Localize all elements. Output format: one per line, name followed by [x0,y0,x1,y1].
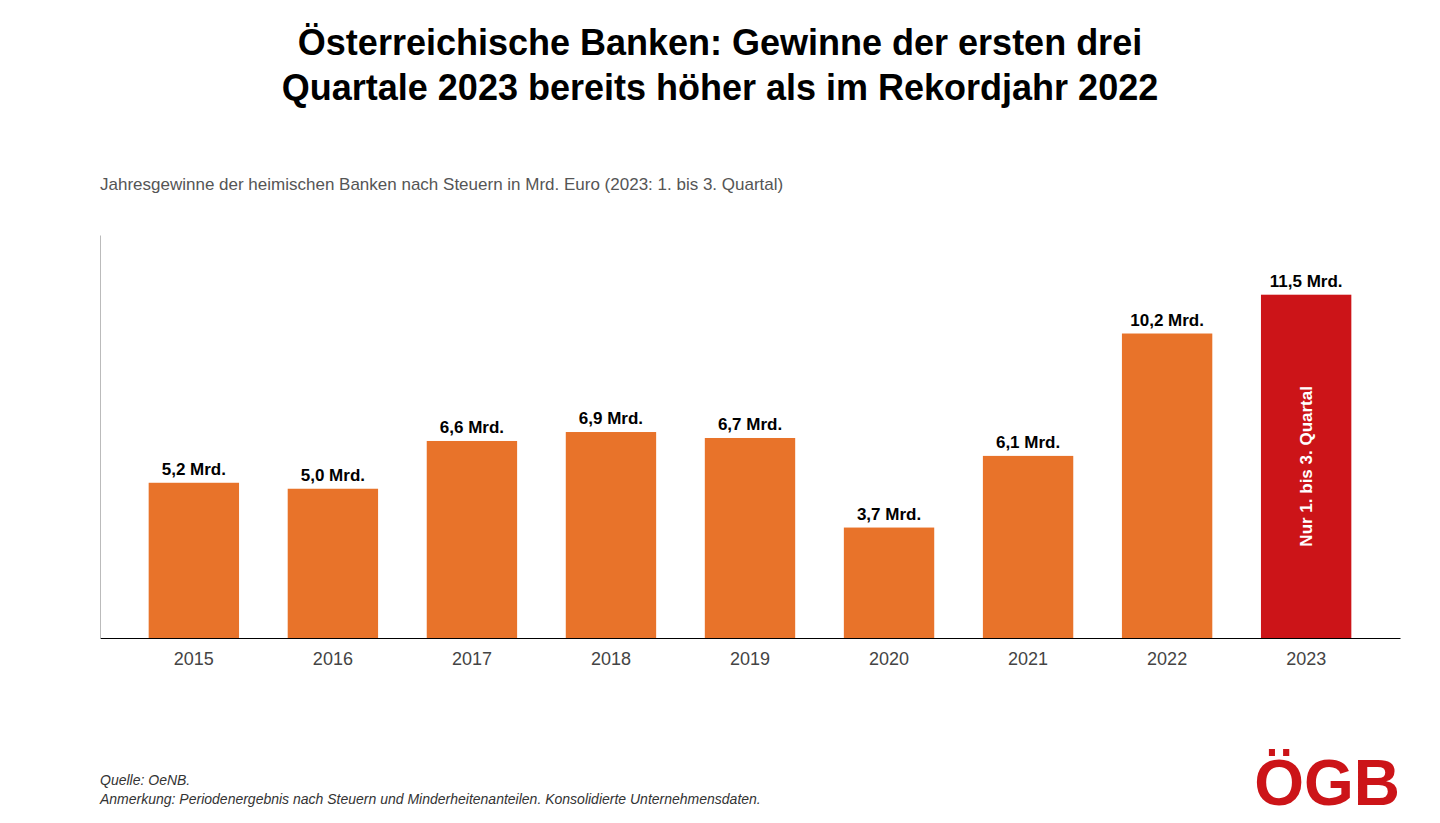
data-label: 5,2 Mrd. [162,460,226,479]
x-tick: 2022 [1147,638,1187,669]
subtitle: Jahresgewinne der heimischen Banken nach… [100,175,783,194]
source-line: Quelle: OeNB. [100,772,190,788]
x-tick: 2020 [869,638,909,669]
chart: Österreichische Banken: Gewinne der erst… [0,0,1440,823]
x-tick: 2018 [591,638,631,669]
x-tick: 2019 [730,638,770,669]
x-tick: 2016 [313,638,353,669]
y-axis-line [100,236,101,639]
plot: 2015 2016 2017 2018 2019 2020 2021 2022 2023 5,2 … [101,236,1401,669]
logo: ÖGB [1254,747,1400,819]
data-label: 6,9 Mrd. [579,409,643,428]
x-axis-line [101,638,1401,639]
source: Quelle: OeNB. Anmerkung: Periodenergebnis… [99,772,761,807]
x-tick-label: 2023 [1286,649,1326,669]
x-tick-label: 2018 [591,649,631,669]
bar [427,441,517,638]
bar [844,528,934,638]
title: Österreichische Banken: Gewinne der erst… [282,22,1158,108]
data-label: 6,1 Mrd. [996,433,1060,452]
x-tick-label: 2020 [869,649,909,669]
x-tick: 2023 [1286,638,1326,669]
bar [288,489,378,638]
source-line: Anmerkung: Periodenergebnis nach Steuern… [99,791,761,807]
x-tick-label: 2021 [1008,649,1048,669]
bar [705,438,795,638]
data-label: 6,6 Mrd. [440,418,504,437]
data-label: 10,2 Mrd. [1130,311,1204,330]
y-axis [100,236,101,639]
x-tick-label: 2017 [452,649,492,669]
x-axis: 2015 2016 2017 2018 2019 2020 2021 2022 2023 [101,638,1401,669]
x-tick-label: 2019 [730,649,770,669]
bar [566,432,656,638]
annotation: Nur 1. bis 3. Quartal [1297,386,1316,547]
bar [1261,295,1351,638]
x-tick-label: 2015 [174,649,214,669]
x-tick: 2015 [174,638,214,669]
x-tick-label: 2016 [313,649,353,669]
x-tick: 2017 [452,638,492,669]
data-label: 5,0 Mrd. [301,466,365,485]
title-line: Quartale 2023 bereits höher als im Rekor… [282,67,1158,108]
data-label: 6,7 Mrd. [718,415,782,434]
x-tick-label: 2022 [1147,649,1187,669]
bar [149,483,239,638]
x-tick: 2021 [1008,638,1048,669]
data-label: 3,7 Mrd. [857,505,921,524]
bar [1122,334,1212,638]
data-label: 11,5 Mrd. [1270,272,1343,291]
bars [149,295,1352,638]
title-line: Österreichische Banken: Gewinne der erst… [298,22,1142,63]
bar [983,456,1073,638]
